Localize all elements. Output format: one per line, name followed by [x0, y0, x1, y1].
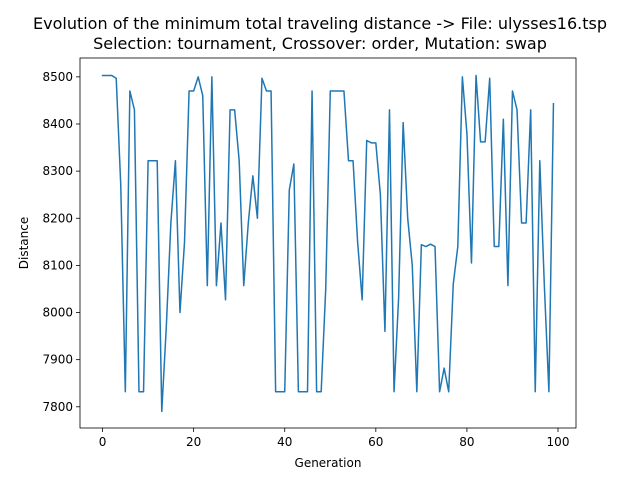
- y-tick-label: 8100: [42, 258, 73, 272]
- series-line-distance: [101, 74, 555, 413]
- y-tick-label: 8400: [42, 117, 73, 131]
- y-tick-label: 8000: [42, 306, 73, 320]
- x-tick-label: 0: [99, 435, 107, 449]
- x-tick-label: 20: [186, 435, 201, 449]
- x-tick-label: 100: [547, 435, 570, 449]
- chart-subtitle: Selection: tournament, Crossover: order,…: [93, 34, 547, 53]
- x-tick-label: 40: [277, 435, 292, 449]
- y-tick-label: 8500: [42, 70, 73, 84]
- y-tick-label: 7800: [42, 400, 73, 414]
- y-axis-label: Distance: [17, 217, 31, 269]
- x-tick-label: 60: [368, 435, 383, 449]
- y-tick-label: 8200: [42, 211, 73, 225]
- chart-title: Evolution of the minimum total traveling…: [33, 14, 607, 33]
- y-axis: 7800 7900 8000 8100 8200 8300 8400 8500: [42, 70, 80, 414]
- x-tick-label: 80: [459, 435, 474, 449]
- plot-frame: [79, 57, 577, 429]
- x-axis-label: Generation: [295, 456, 362, 470]
- y-tick-label: 7900: [42, 353, 73, 367]
- x-axis: 0 20 40 60 80 100: [99, 428, 570, 449]
- y-tick-label: 8300: [42, 164, 73, 178]
